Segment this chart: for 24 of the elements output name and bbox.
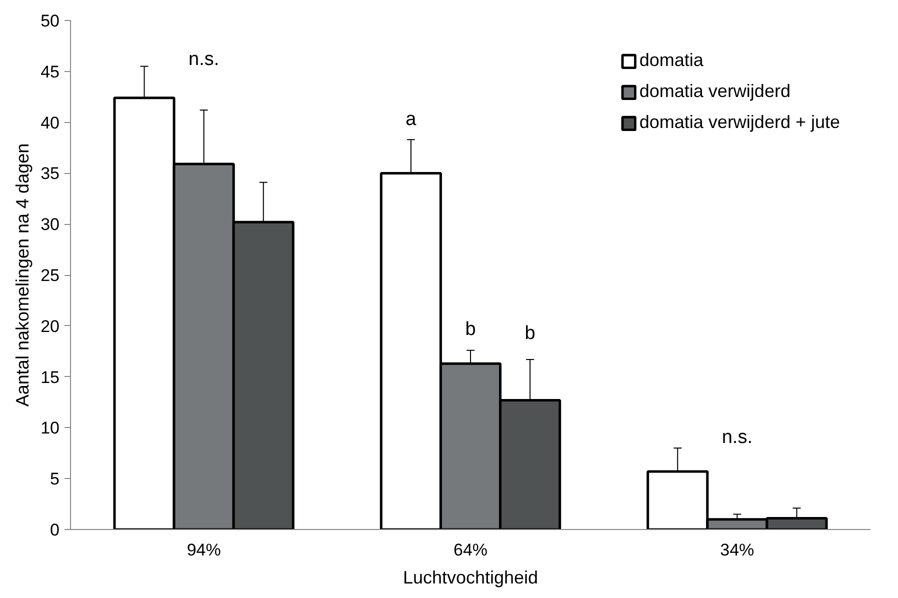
legend-label: domatia xyxy=(639,50,704,71)
legend-label: domatia verwijderd + jute xyxy=(639,112,840,133)
y-tick-label: 50 xyxy=(40,12,60,30)
y-tick-label: 0 xyxy=(50,520,60,540)
y-tick-label: 25 xyxy=(40,266,60,285)
annotation: n.s. xyxy=(188,49,220,70)
annotation: b xyxy=(524,323,536,344)
x-tick-label: 64% xyxy=(453,540,488,560)
y-tick-label: 10 xyxy=(40,418,60,438)
legend-label: domatia verwijderd xyxy=(639,81,790,102)
y-tick-label: 35 xyxy=(40,164,60,184)
x-tick-label: 34% xyxy=(720,540,754,560)
annotation: n.s. xyxy=(722,427,752,448)
y-tick-label: 5 xyxy=(50,470,60,489)
y-tick-label: 40 xyxy=(40,113,60,132)
x-axis-title: Luchtvochtigheid xyxy=(402,568,538,588)
y-tick-label: 20 xyxy=(40,316,60,336)
annotation: a xyxy=(406,109,417,130)
x-tick-label: 94% xyxy=(186,540,221,560)
y-axis-title: Aantal nakomelingen na 4 dagen xyxy=(12,143,33,407)
annotation: b xyxy=(465,319,476,340)
y-tick-label: 15 xyxy=(40,368,60,387)
y-tick-label: 45 xyxy=(40,62,60,82)
y-tick-label: 30 xyxy=(40,215,60,234)
